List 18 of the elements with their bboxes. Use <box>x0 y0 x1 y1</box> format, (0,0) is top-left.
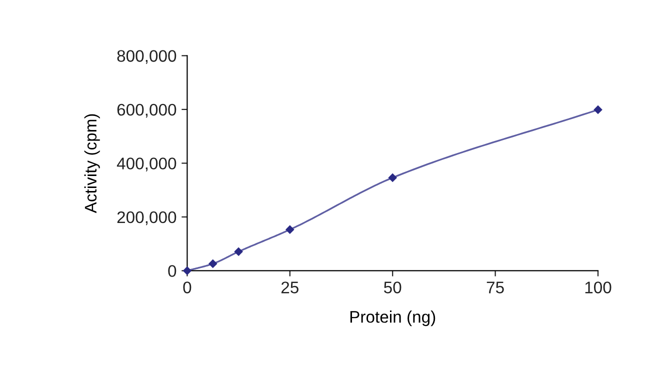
y-tick-label: 200,000 <box>117 211 176 226</box>
point <box>388 174 397 182</box>
y-axis-title: Activity (cpm) <box>84 114 100 214</box>
x-tick-label: 25 <box>281 282 298 294</box>
x-tick-label: 100 <box>585 282 612 294</box>
point <box>208 260 218 268</box>
point <box>594 106 602 114</box>
y-tick-label: 600,000 <box>117 104 176 118</box>
point <box>286 225 294 234</box>
y-tick-label: 400,000 <box>116 158 176 172</box>
point <box>183 266 192 275</box>
x-tick-label: 0 <box>183 282 192 294</box>
x-tick-label: 50 <box>384 282 402 294</box>
x-tick-label: 75 <box>486 282 504 294</box>
y-tick-label: 800,000 <box>117 50 176 64</box>
y-tick-label: 0 <box>168 265 176 277</box>
point <box>234 248 243 256</box>
x-axis-title: Protein (ng) <box>350 310 436 326</box>
